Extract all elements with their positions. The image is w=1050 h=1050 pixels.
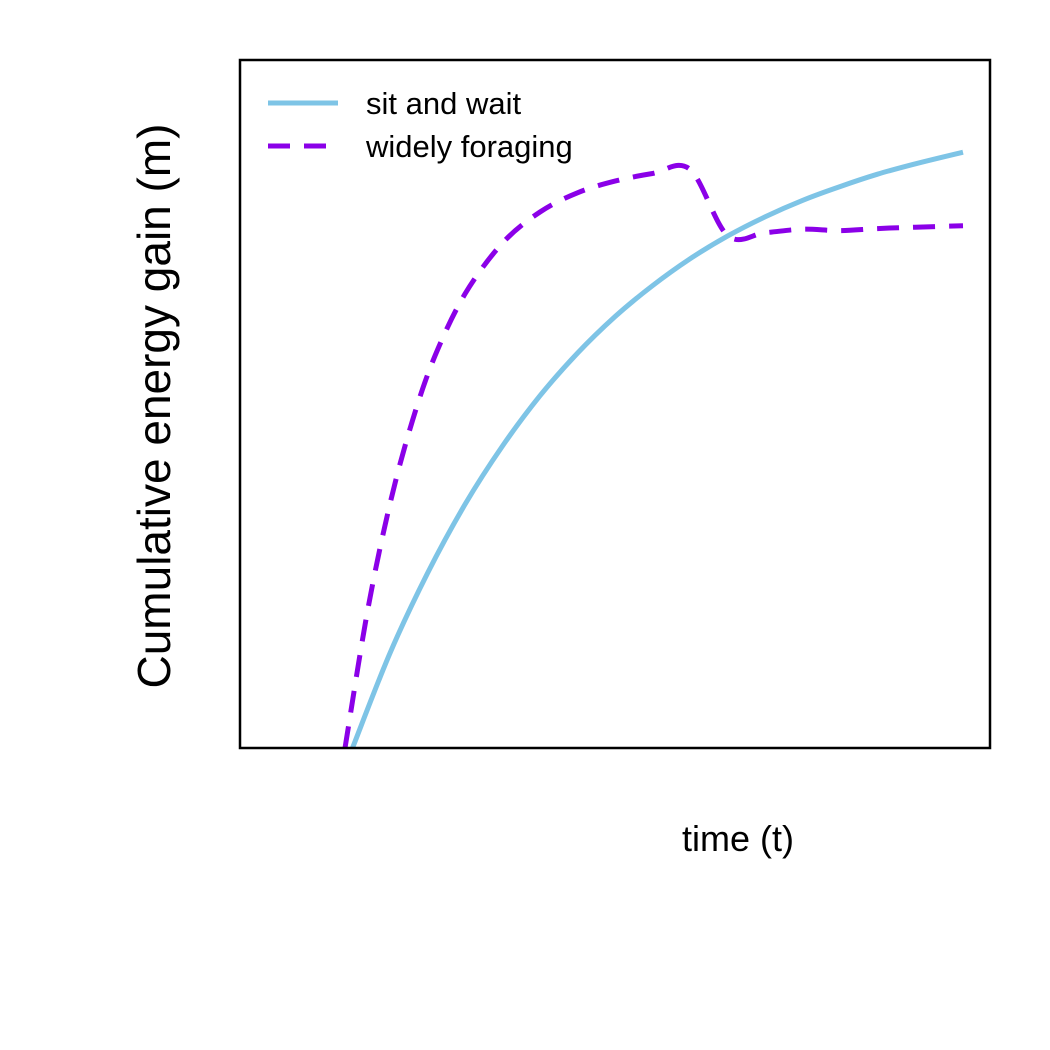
legend-label-sit-and-wait: sit and wait	[366, 86, 521, 121]
series-line-widely-foraging	[342, 162, 964, 749]
plot-lines	[342, 149, 964, 749]
legend: sit and wait widely foraging	[268, 86, 573, 164]
y-axis-title: Cumulative energy gain (m)	[128, 123, 180, 688]
legend-label-widely-foraging: widely foraging	[365, 129, 573, 164]
plot-frame	[238, 58, 992, 750]
series-line-sit-and-wait	[350, 149, 964, 749]
x-axis-title: time (t)	[682, 818, 794, 859]
